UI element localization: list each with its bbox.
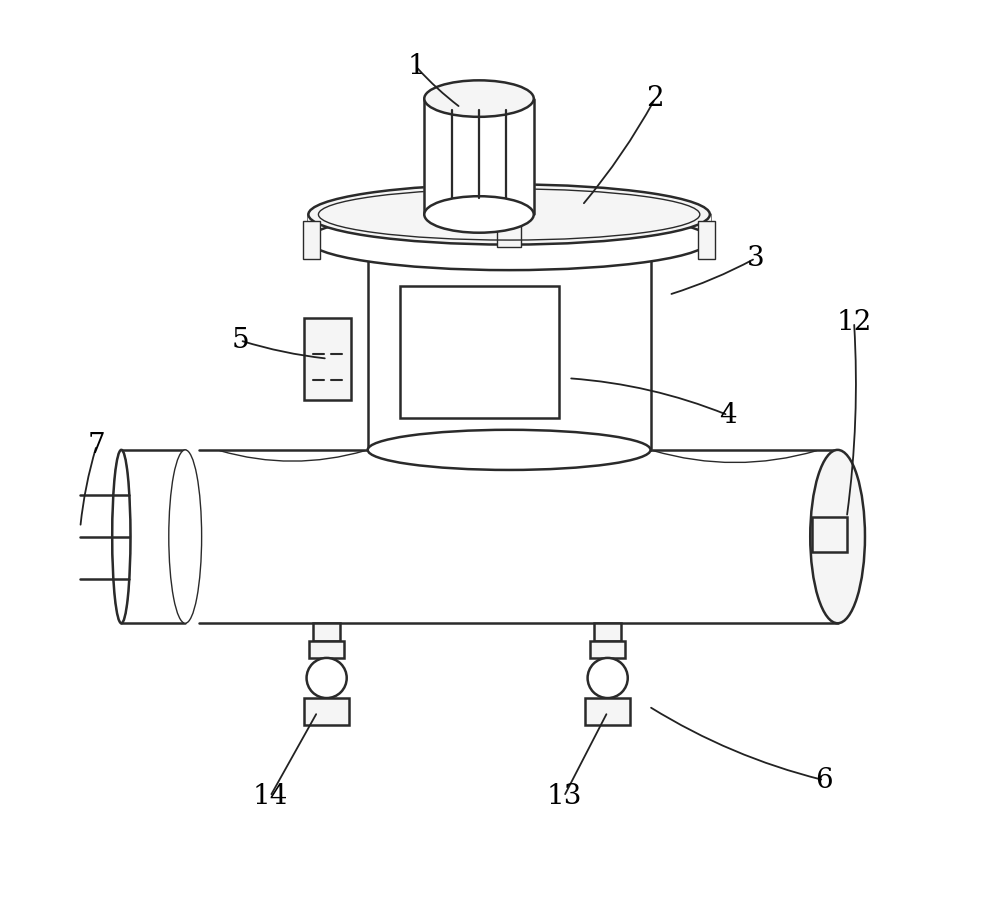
Text: 5: 5: [231, 327, 249, 353]
Bar: [304, 698, 349, 725]
Polygon shape: [424, 98, 534, 215]
Text: 4: 4: [719, 402, 737, 429]
Text: 3: 3: [747, 245, 764, 272]
Ellipse shape: [368, 430, 651, 470]
Ellipse shape: [424, 81, 534, 117]
Bar: [303, 221, 320, 259]
Bar: [313, 623, 340, 642]
Text: 13: 13: [546, 783, 582, 810]
Bar: [497, 209, 521, 247]
Text: 6: 6: [815, 767, 833, 794]
Ellipse shape: [112, 450, 130, 623]
Bar: [400, 285, 559, 418]
Circle shape: [307, 658, 347, 698]
Polygon shape: [199, 450, 838, 623]
Text: 1: 1: [407, 53, 425, 80]
Ellipse shape: [810, 450, 865, 623]
Ellipse shape: [424, 196, 534, 233]
Bar: [304, 318, 351, 399]
Ellipse shape: [368, 220, 651, 260]
Ellipse shape: [308, 210, 710, 270]
Bar: [812, 518, 847, 552]
Bar: [585, 698, 630, 725]
Circle shape: [588, 658, 628, 698]
Text: 2: 2: [646, 85, 664, 112]
Text: 12: 12: [836, 308, 872, 336]
Bar: [590, 642, 625, 658]
Bar: [594, 623, 621, 642]
Ellipse shape: [112, 450, 130, 623]
Bar: [698, 221, 715, 259]
Text: 14: 14: [252, 783, 288, 810]
Ellipse shape: [169, 450, 202, 623]
Polygon shape: [368, 240, 651, 450]
Bar: [309, 642, 344, 658]
Polygon shape: [121, 450, 185, 623]
Ellipse shape: [112, 465, 130, 608]
Text: 7: 7: [88, 431, 106, 459]
Ellipse shape: [308, 185, 710, 244]
Polygon shape: [308, 215, 710, 240]
